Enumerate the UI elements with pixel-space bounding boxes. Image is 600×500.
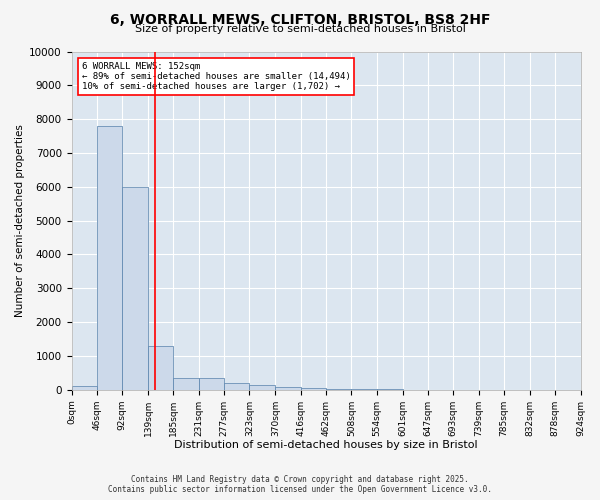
Bar (71, 386, 97, 390)
Bar (275, 387, 301, 390)
Bar (224, 383, 250, 390)
Bar (173, 378, 199, 390)
Bar (250, 386, 275, 390)
Y-axis label: Number of semi-detached properties: Number of semi-detached properties (15, 124, 25, 317)
X-axis label: Distribution of semi-detached houses by size in Bristol: Distribution of semi-detached houses by … (174, 440, 478, 450)
Text: 6 WORRALL MEWS: 152sqm
← 89% of semi-detached houses are smaller (14,494)
10% of: 6 WORRALL MEWS: 152sqm ← 89% of semi-det… (82, 62, 350, 92)
Text: Size of property relative to semi-detached houses in Bristol: Size of property relative to semi-detach… (134, 24, 466, 34)
Text: Contains HM Land Registry data © Crown copyright and database right 2025.
Contai: Contains HM Land Registry data © Crown c… (108, 474, 492, 494)
Bar (301, 388, 326, 390)
Bar (148, 346, 173, 390)
Bar (97, 126, 122, 390)
Bar (122, 187, 148, 390)
Text: 6, WORRALL MEWS, CLIFTON, BRISTOL, BS8 2HF: 6, WORRALL MEWS, CLIFTON, BRISTOL, BS8 2… (110, 12, 490, 26)
Bar (326, 389, 352, 390)
Bar (199, 378, 224, 390)
